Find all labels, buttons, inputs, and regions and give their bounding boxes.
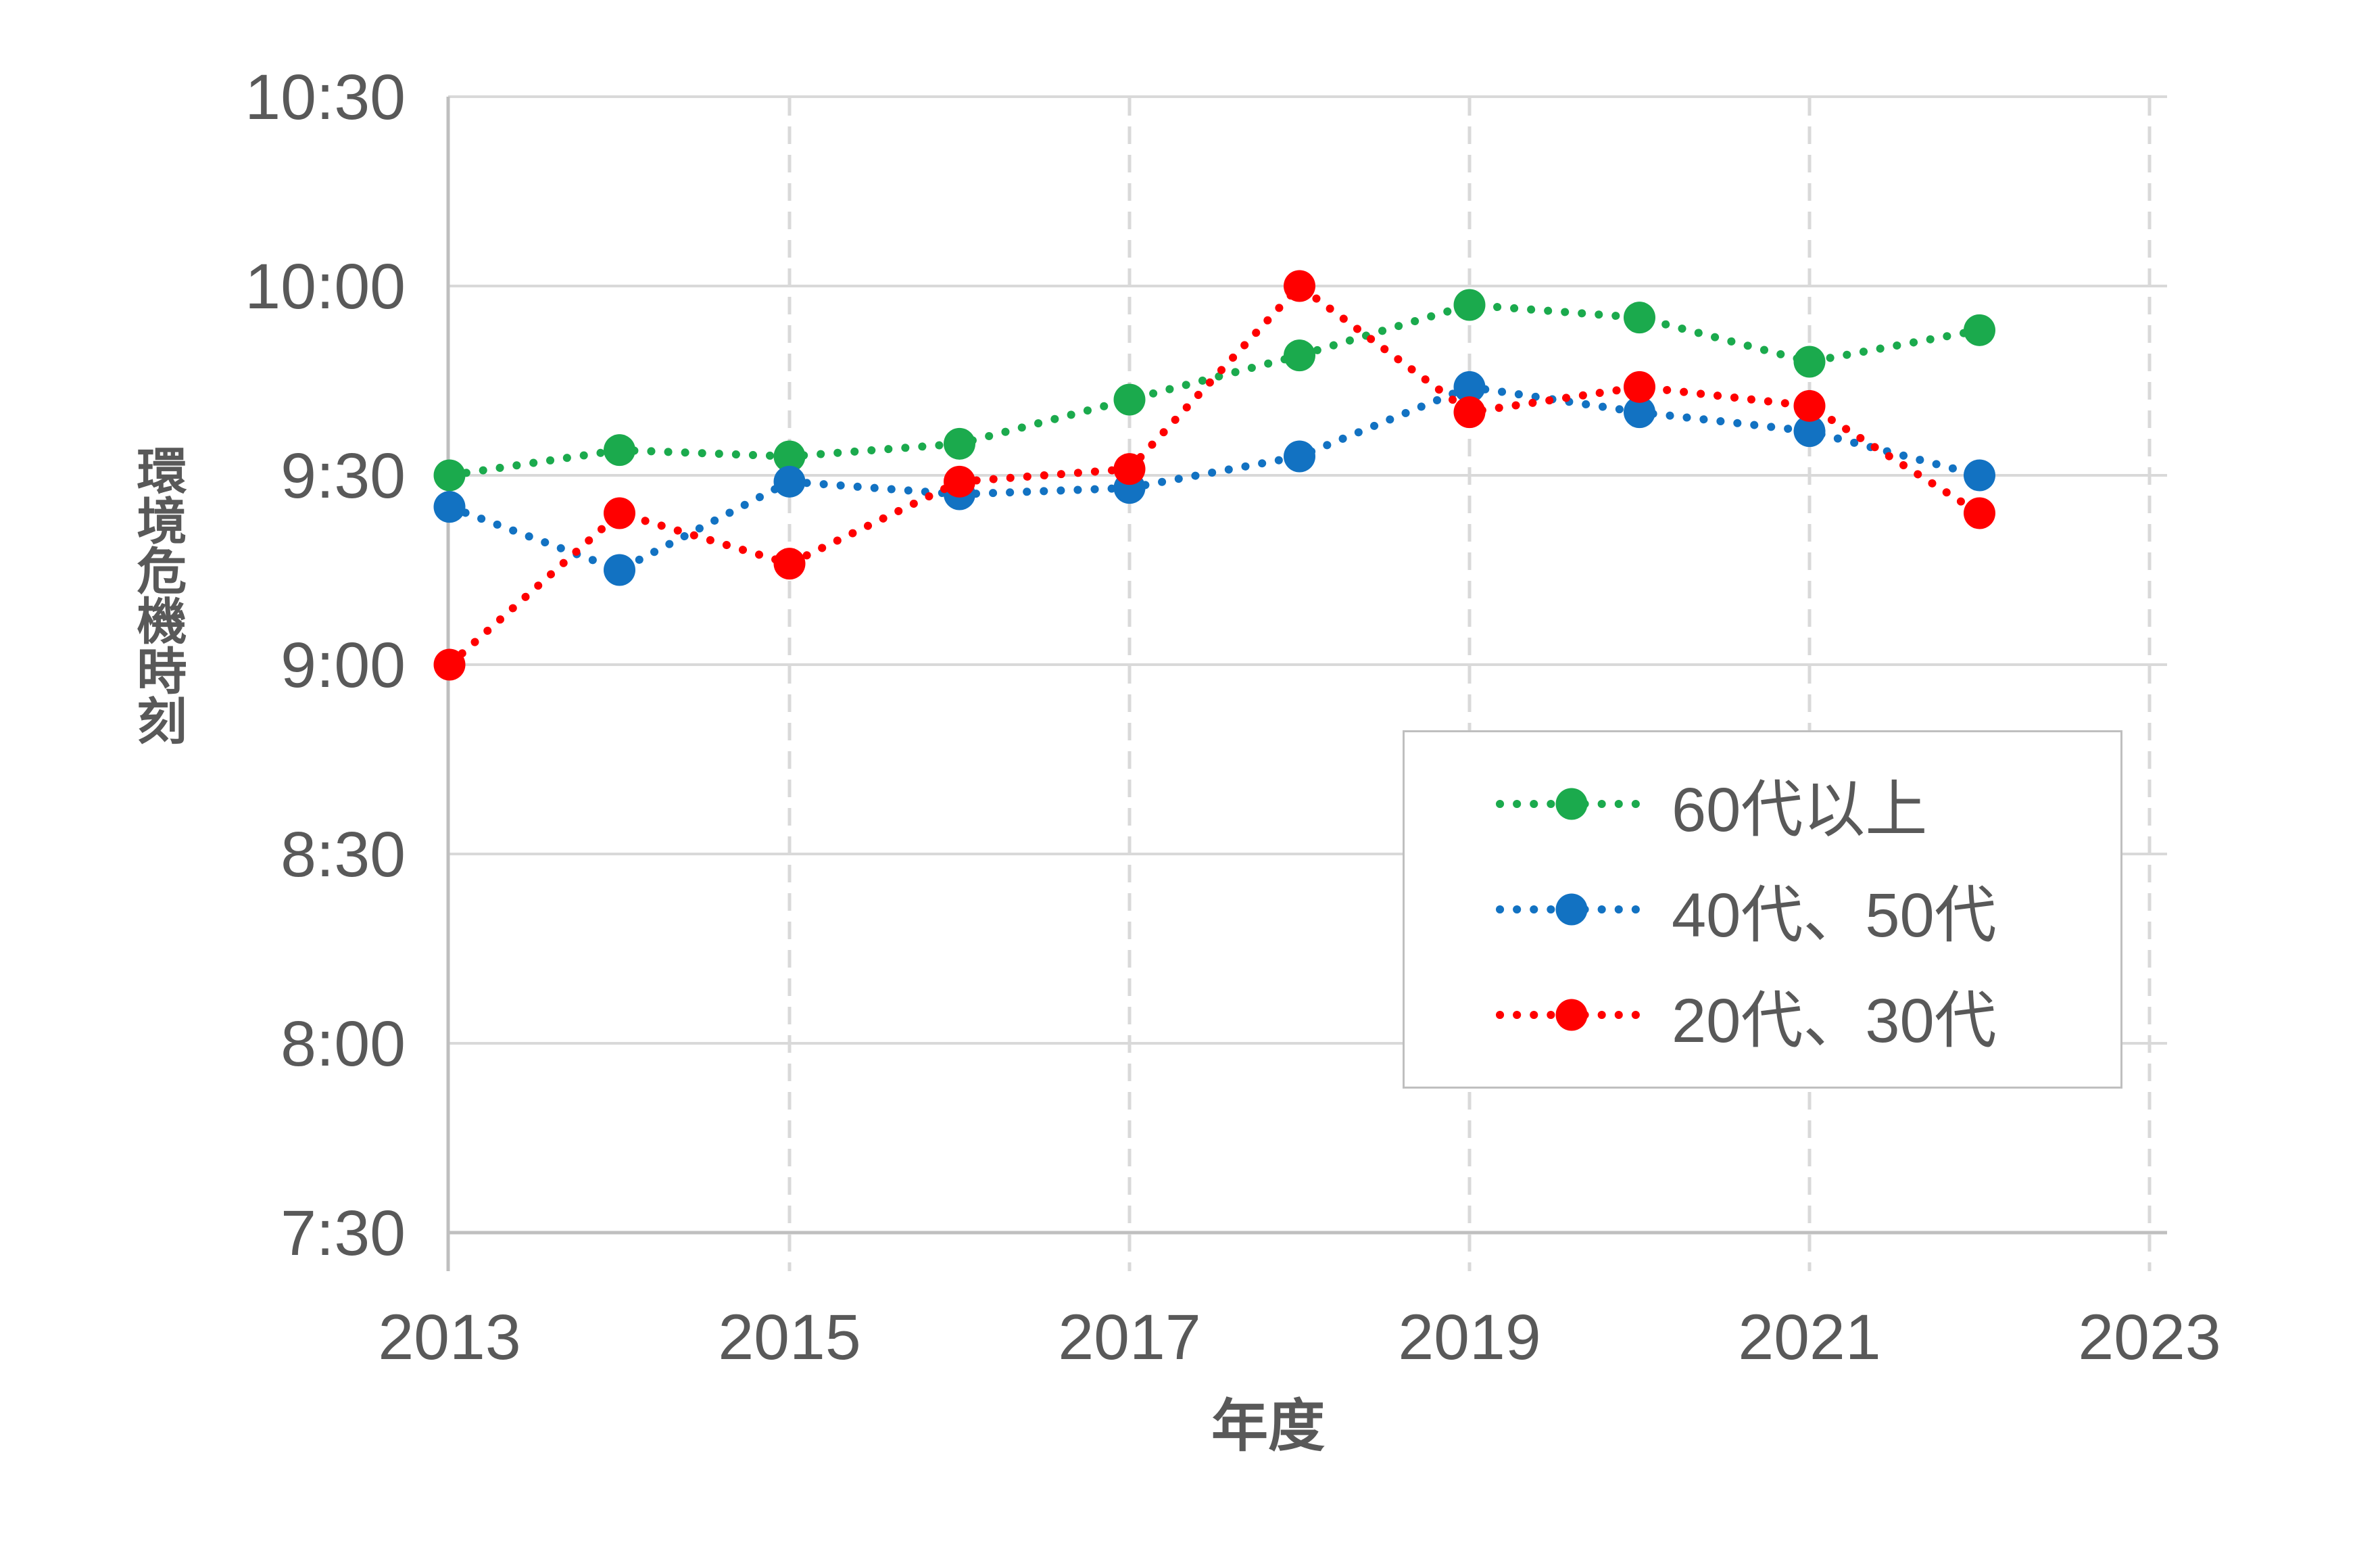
y-tick-label: 9:30 (281, 440, 406, 512)
data-point-marker (773, 465, 806, 498)
legend-item-1: 40代、50代 (1496, 865, 2120, 955)
data-point-marker (1964, 497, 1995, 529)
data-point-marker (433, 648, 466, 681)
x-tick-label: 2021 (1738, 1302, 1880, 1373)
legend-label: 20代、30代 (1672, 986, 1997, 1055)
series-line-60代以上 (445, 300, 1984, 479)
data-point-marker (773, 440, 806, 473)
legend-label: 40代、50代 (1672, 880, 1997, 950)
data-point-marker (1453, 396, 1486, 429)
series-line-40代、50代 (445, 383, 1984, 575)
data-point-marker (433, 459, 466, 492)
data-point-marker (1624, 302, 1655, 334)
data-point-marker (773, 548, 806, 580)
y-tick-label: 10:00 (245, 251, 406, 323)
x-tick-label: 2019 (1398, 1302, 1540, 1373)
data-point-marker (1113, 453, 1146, 485)
data-point-marker (433, 491, 466, 523)
legend-box: 60代以上 40代、50代 20代、30代 (1403, 730, 2122, 1089)
y-tick-label: 8:00 (281, 1008, 406, 1080)
legend-item-2: 20代、30代 (1496, 970, 2120, 1060)
legend-label: 60代以上 (1672, 775, 1928, 845)
data-point-marker (1793, 389, 1826, 422)
x-tick-label: 2017 (1058, 1302, 1200, 1373)
legend-marker-icon (1496, 893, 1648, 926)
legend-marker-icon (1496, 999, 1648, 1031)
x-tick-label: 2015 (718, 1302, 860, 1373)
data-point-marker (1793, 415, 1826, 448)
data-point-marker (1624, 371, 1655, 403)
data-point-marker (1964, 314, 1995, 346)
data-point-marker (1453, 289, 1486, 321)
data-point-marker (1113, 383, 1146, 416)
data-point-marker (1284, 339, 1315, 372)
data-point-marker (604, 497, 635, 529)
x-axis-title: 年度 (1211, 1394, 1325, 1458)
legend-marker-icon (1496, 788, 1648, 820)
data-point-marker (604, 434, 635, 467)
data-point-marker (1964, 459, 1995, 492)
y-tick-label: 10:30 (245, 62, 406, 133)
x-tick-label: 2023 (2078, 1302, 2220, 1373)
data-point-marker (944, 427, 975, 460)
data-point-marker (944, 465, 975, 498)
legend-item-0: 60代以上 (1496, 759, 2120, 849)
y-tick-label: 7:30 (281, 1197, 406, 1269)
y-axis-title: 環境危機時刻 (130, 445, 186, 745)
y-tick-label: 9:00 (281, 629, 406, 701)
data-point-marker (1793, 346, 1826, 378)
data-point-marker (1453, 371, 1486, 403)
data-point-marker (604, 554, 635, 586)
data-point-marker (1284, 270, 1315, 302)
x-tick-label: 2013 (378, 1302, 520, 1373)
y-tick-label: 8:30 (281, 819, 406, 890)
data-point-marker (1624, 396, 1655, 429)
data-point-marker (1284, 440, 1315, 473)
